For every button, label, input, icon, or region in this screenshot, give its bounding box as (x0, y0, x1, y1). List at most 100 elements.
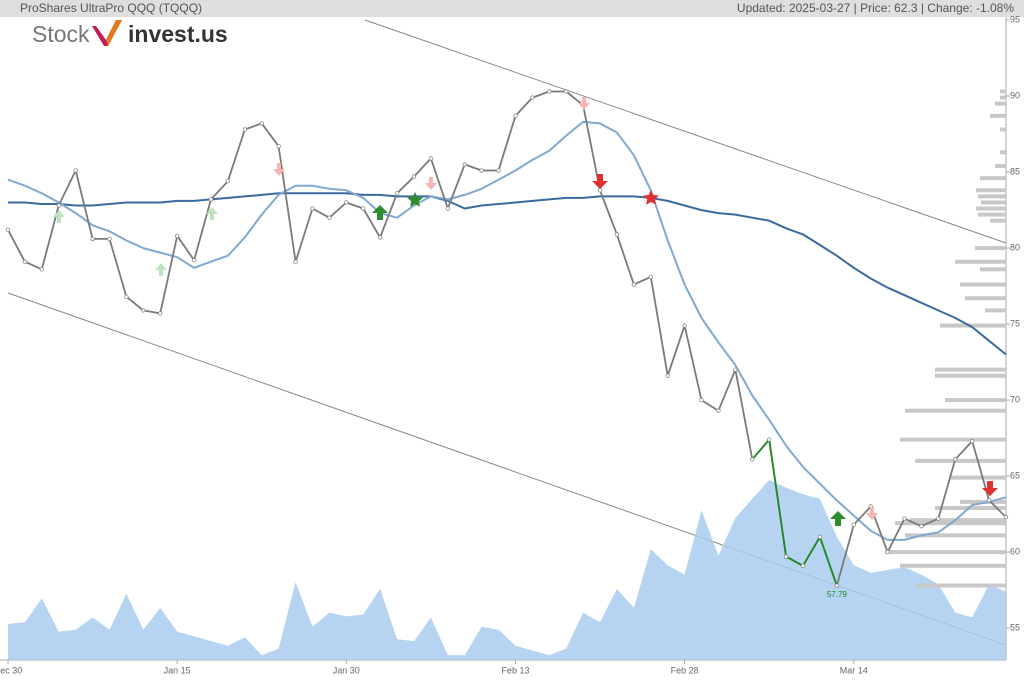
volume-profile-bar (1000, 150, 1006, 155)
volume-profile-bar (1000, 127, 1006, 132)
volume-profile-bar (990, 113, 1006, 118)
volume-profile-bar (940, 323, 1006, 328)
price-point (496, 168, 501, 173)
volume-profile-bar (935, 505, 1006, 510)
price-point (766, 437, 772, 442)
volume-profile-bar (976, 188, 1006, 193)
price-point (614, 232, 620, 237)
volume-profile-bar (905, 408, 1006, 413)
volume-profile-bar (915, 458, 1006, 463)
series-line (751, 438, 838, 586)
price-point (919, 524, 924, 529)
price-point (394, 191, 400, 196)
price-point (986, 498, 992, 503)
header-status: Updated: 2025-03-27 | Price: 62.3 | Chan… (737, 1, 1014, 15)
price-point (1003, 514, 1009, 520)
y-tick-label: 55 (1010, 622, 1020, 632)
volume-profile-bar (960, 282, 1006, 287)
volume-profile-bar (981, 200, 1006, 205)
volume-profile-bar (980, 176, 1006, 181)
x-tick-label: Feb 28 (671, 665, 699, 675)
sell-signal (273, 163, 285, 176)
volume-profile-bar (995, 101, 1006, 106)
logo-left: Stock (32, 21, 90, 47)
price-point (56, 203, 61, 208)
price-point (361, 206, 366, 211)
price-point (648, 274, 653, 280)
y-tick-label: 60 (1010, 546, 1020, 556)
y-tick-label: 80 (1010, 242, 1020, 252)
sell-signal (982, 481, 998, 496)
price-point (259, 121, 264, 126)
price-point (174, 233, 180, 239)
price-point (5, 227, 11, 233)
price-point (479, 168, 484, 173)
price-point (191, 258, 197, 263)
price-point (530, 95, 535, 100)
sell-signal (592, 174, 608, 189)
sell-signal (643, 190, 659, 205)
volume-profile-bar (910, 518, 1006, 523)
volume-profile-bar (935, 367, 1006, 372)
price-point (750, 457, 755, 462)
y-tick-label: 65 (1010, 470, 1020, 480)
price-point (699, 397, 704, 403)
price-point (73, 168, 78, 173)
sell-signal (866, 507, 878, 520)
price-point (800, 563, 806, 568)
logo-icon (106, 20, 122, 46)
price-point (716, 408, 721, 413)
price-point (783, 554, 789, 559)
x-tick-label: Jan 15 (164, 665, 191, 675)
price-point (817, 534, 823, 540)
volume-profile-bar (885, 550, 1006, 555)
price-point (462, 162, 467, 167)
signals (53, 97, 998, 526)
volume-profile-bar (978, 212, 1006, 217)
y-tick-label: 85 (1010, 166, 1020, 176)
price-point (90, 236, 95, 242)
volume-profile-bar (950, 475, 1006, 480)
price-point (834, 583, 840, 588)
price-point (242, 127, 248, 132)
volume-profile-bar (905, 533, 1006, 538)
buy-signal (155, 263, 167, 276)
buy-signal (830, 511, 846, 526)
x-tick-label: Jan 30 (333, 665, 360, 675)
header-title: ProShares UltraPro QQQ (TQQQ) (20, 1, 202, 15)
volume-profile-bar (976, 206, 1006, 211)
buy-signal (407, 192, 423, 207)
price-point (377, 235, 383, 240)
price-point (293, 259, 298, 264)
volume-area (8, 480, 1006, 660)
volume-profile-bar (1000, 89, 1006, 94)
price-point (124, 294, 129, 299)
price-point (936, 516, 941, 521)
price-point (39, 267, 45, 272)
series-line (7, 120, 1007, 541)
logo-right: invest.us (128, 21, 228, 47)
price-point (411, 174, 417, 179)
series-line (8, 192, 1007, 356)
price-point (513, 113, 518, 119)
plot: 55 60 65 70 75 80 85 90 95 Dec 30 Jan 15 Jan 30 Feb … (0, 14, 1020, 675)
volume-profile-bar (960, 499, 1006, 504)
sell-signal (425, 177, 437, 190)
volume-profile-bar (995, 163, 1006, 168)
price-point (631, 282, 637, 287)
price-point (665, 373, 670, 378)
logo: Stock invest.us (32, 20, 228, 47)
price-point (733, 367, 738, 372)
price-point (851, 522, 856, 527)
value-label: 57.79 (827, 590, 848, 599)
price-point (953, 457, 958, 462)
series-line (7, 90, 1007, 587)
volume-profile-bar (965, 296, 1006, 301)
price-point (141, 308, 146, 313)
buy-signal (53, 210, 65, 223)
volume-profile-bar (975, 246, 1006, 251)
price-point (276, 144, 281, 149)
x-tick-label: Mar 14 (840, 665, 868, 675)
